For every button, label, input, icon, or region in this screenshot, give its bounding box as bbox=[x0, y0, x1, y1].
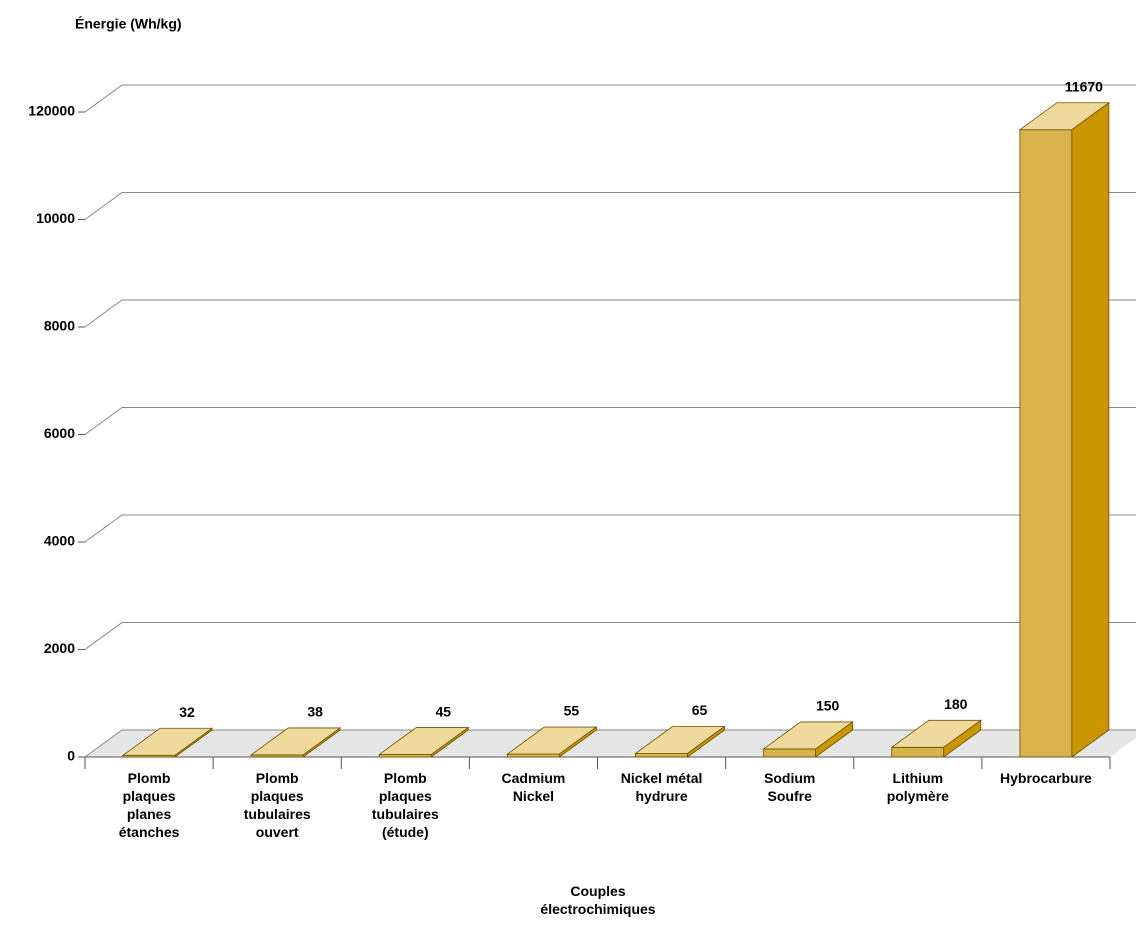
x-tick-label: Plomb plaques tubulaires (étude) bbox=[371, 770, 439, 840]
bar-front bbox=[1019, 129, 1073, 758]
grid-line bbox=[84, 514, 1136, 543]
bar-side bbox=[943, 719, 982, 758]
bar-front bbox=[506, 753, 560, 758]
y-tick-label: 120000 bbox=[28, 103, 75, 119]
bar-front bbox=[891, 746, 945, 758]
grid-line bbox=[84, 622, 1136, 650]
value-label: 11670 bbox=[1065, 78, 1103, 94]
y-tick-label: 8000 bbox=[44, 318, 75, 334]
bar-side bbox=[302, 727, 341, 758]
x-tick-label: Plomb plaques tubulaires ouvert bbox=[243, 770, 311, 840]
x-tick-label: Lithium polymère bbox=[886, 770, 949, 804]
value-label: 32 bbox=[179, 704, 195, 720]
value-label: 180 bbox=[944, 696, 968, 712]
grid-line bbox=[84, 192, 1136, 220]
value-label: 150 bbox=[816, 698, 840, 714]
bar-side bbox=[558, 726, 597, 758]
y-tick-label: 0 bbox=[67, 748, 75, 764]
x-tick-label: Cadmium Nickel bbox=[501, 770, 566, 804]
grid-line bbox=[84, 407, 1136, 435]
bar-front bbox=[763, 748, 817, 758]
y-tick-label: 10000 bbox=[36, 210, 75, 226]
bar-side bbox=[174, 727, 213, 758]
grid-line bbox=[84, 299, 1136, 328]
bar-side bbox=[815, 721, 854, 758]
x-tick-label: Nickel métal hydrure bbox=[620, 770, 703, 804]
x-tick-label: Hybrocarbure bbox=[1000, 770, 1092, 786]
value-label: 45 bbox=[435, 703, 451, 719]
y-tick-label: 6000 bbox=[44, 425, 75, 441]
bar-side bbox=[1071, 101, 1110, 758]
bar-side bbox=[687, 725, 725, 758]
y-axis-title: Énergie (Wh/kg) bbox=[75, 16, 182, 32]
grid-line bbox=[84, 84, 1136, 113]
bar-front bbox=[635, 753, 688, 758]
value-label: 65 bbox=[692, 702, 708, 718]
x-tick-label: Plomb plaques planes étanches bbox=[118, 770, 180, 840]
value-label: 38 bbox=[307, 704, 323, 720]
x-tick-label: Sodium Soufre bbox=[764, 770, 816, 804]
y-tick-label: 4000 bbox=[44, 533, 75, 549]
bar-side bbox=[430, 726, 469, 758]
x-axis-title: Couples électrochimiques bbox=[540, 883, 656, 917]
y-tick-label: 2000 bbox=[44, 640, 75, 656]
floor bbox=[85, 730, 1136, 757]
value-label: 55 bbox=[564, 703, 580, 719]
